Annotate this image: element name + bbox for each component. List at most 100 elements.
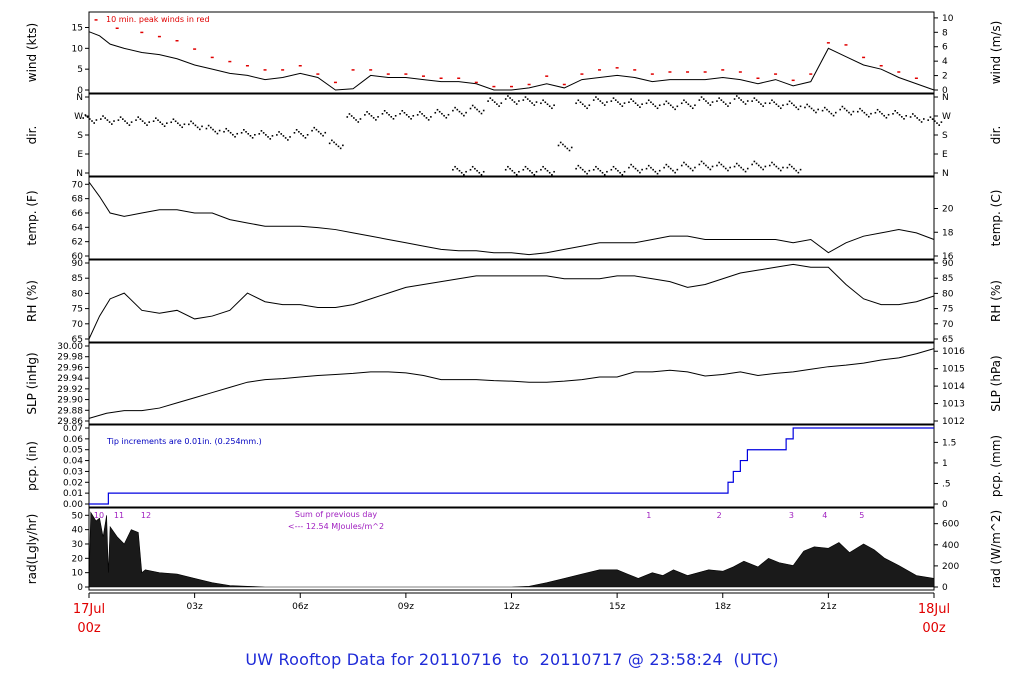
left-tick-label: 10 [72,44,84,54]
data-point [566,147,569,150]
data-point [641,168,643,171]
data-point [722,101,725,103]
data-point [194,124,197,127]
data-point [287,139,289,141]
data-point [709,168,712,171]
panel-annotation: Tip increments are 0.01in. (0.254mm.) [106,437,262,446]
peak-wind-mark [421,75,425,77]
data-point [918,119,921,121]
panel-wind: 0 5 10 15 0 2 4 6 8 10 wind (kts) wind (m/s) 10 min.… [25,11,1003,96]
data-point [764,165,767,168]
data-point [251,137,254,139]
data-point [927,119,929,121]
data-point [544,167,547,170]
data-point [601,102,604,104]
data-point [617,101,619,103]
left-tick-label: 68 [72,195,84,205]
data-point [751,163,753,166]
data-point [592,168,595,171]
data-point [579,101,582,104]
data-point [170,121,173,124]
data-point [755,162,758,165]
data-point [438,110,441,113]
right-tick-label: 2 [942,72,948,82]
left-tick-label: 15 [72,24,83,34]
peak-wind-mark [457,77,461,79]
peak-wind-mark [545,75,549,77]
data-point [190,120,192,123]
data-point [612,97,615,99]
data-point [619,171,621,174]
data-point [687,103,690,106]
series-rh-line [88,263,935,340]
data-point [922,118,925,120]
data-point [700,160,703,163]
left-tick-label: 0 [77,86,83,96]
data-point [333,141,335,144]
data-point [606,170,608,173]
data-point [353,117,355,119]
peak-wind-mark [633,69,637,71]
data-point [390,116,393,118]
data-point [181,126,184,129]
data-point [106,119,109,121]
data-point [469,168,472,171]
right-tick-label: E [942,150,948,160]
data-point [760,166,762,169]
data-point [513,101,516,103]
data-point [188,123,190,126]
data-point [744,103,747,105]
data-point [894,110,896,112]
data-point [419,111,421,113]
x-tick-label: 12z [503,602,519,612]
data-point [172,118,175,121]
data-point [548,105,551,108]
left-tick-label: 20 [72,554,84,564]
data-point [304,137,307,139]
data-point [577,99,580,102]
data-point [471,104,474,107]
panel-slp: 29.8629.8829.9029.9229.9429.9629.9830.00… [25,342,1003,427]
data-point [293,132,296,134]
data-point [724,103,727,105]
data-point [93,122,95,124]
data-point [234,135,236,138]
peak-wind-mark [157,35,161,38]
left-tick-label: S [77,131,83,141]
data-point [392,118,395,120]
data-point [817,108,819,111]
data-point [764,102,767,104]
data-point [724,167,727,170]
data-point [511,169,514,172]
y-axis-label-right: rad (W/m^2) [989,510,1003,588]
x-tick-label: 09z [398,602,414,612]
y-axis-label-left: pcp. (in) [25,441,39,491]
data-point [278,131,280,133]
data-point [548,171,551,174]
panel-rh: 65 70 75 80 85 90 65 70 75 80 85 90 RH (%) RH (%) [25,259,1003,345]
data-point [705,100,707,102]
data-point [456,167,459,170]
peak-wind-mark [738,71,742,73]
y-axis-label-right: RH (%) [989,280,1003,322]
data-point [707,102,709,104]
data-point [207,124,210,127]
data-point [513,171,516,174]
left-tick-label: 50 [72,511,84,521]
data-point [236,132,239,135]
title-part: to [512,650,530,669]
series-rad-area [88,511,935,588]
data-point [658,104,661,107]
data-point [669,167,672,170]
left-tick-label: 29.86 [57,417,83,427]
data-point [828,110,830,113]
data-point [458,169,461,172]
data-point [179,124,181,127]
data-point [619,103,621,105]
data-point [137,116,140,118]
data-point [606,101,608,103]
data-point [430,116,432,118]
left-tick-label: N [76,169,83,179]
data-point [511,99,514,101]
data-point [436,108,439,111]
